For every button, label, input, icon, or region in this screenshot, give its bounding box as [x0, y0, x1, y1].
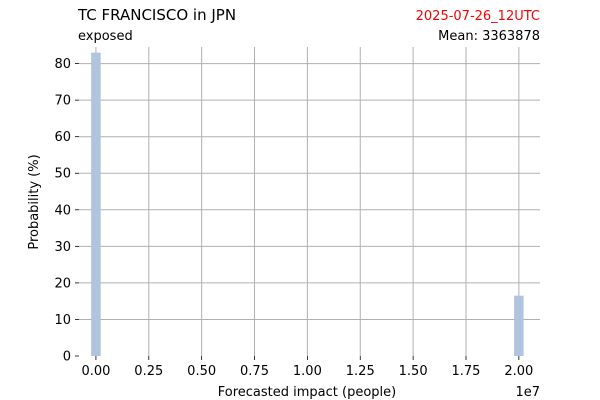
- x-tick-label: 0.00: [81, 364, 110, 379]
- axis-ticks: 0.00 0.25 0.50 0.75 1.00 1.25 1.50 1.75 2.00 0 10 2…: [54, 57, 533, 379]
- y-tick-label: 60: [54, 130, 71, 145]
- forecast-date: 2025-07-26_12UTC: [416, 9, 540, 24]
- x-axis-label: Forecasted impact (people): [218, 385, 396, 400]
- x-tick-label: 1.00: [293, 364, 322, 379]
- y-tick-label: 40: [54, 203, 71, 218]
- x-tick-label: 0.50: [187, 364, 216, 379]
- probability-bar: [514, 295, 524, 356]
- x-tick-label: 0.75: [240, 364, 269, 379]
- y-axis-label: Probability (%): [27, 154, 42, 249]
- x-tick-label: 1.50: [399, 364, 428, 379]
- bars: [91, 52, 524, 356]
- y-tick-label: 80: [54, 57, 71, 72]
- y-tick-label: 0: [63, 350, 71, 365]
- x-tick-label: 2.00: [504, 364, 533, 379]
- y-tick-label: 70: [54, 94, 71, 109]
- y-tick-label: 50: [54, 167, 71, 182]
- x-tick-label: 1.25: [346, 364, 375, 379]
- grid-lines: [79, 47, 540, 356]
- y-tick-label: 20: [54, 276, 71, 291]
- x-tick-label: 1.75: [452, 364, 481, 379]
- y-tick-label: 30: [54, 240, 71, 255]
- x-tick-label: 0.25: [134, 364, 163, 379]
- chart-subtitle: exposed: [78, 29, 133, 44]
- mean-label: Mean: 3363878: [438, 29, 540, 44]
- x-offset-label: 1e7: [515, 385, 540, 400]
- chart-title: TC FRANCISCO in JPN: [77, 6, 236, 24]
- probability-bar: [91, 52, 101, 356]
- y-tick-label: 10: [54, 313, 71, 328]
